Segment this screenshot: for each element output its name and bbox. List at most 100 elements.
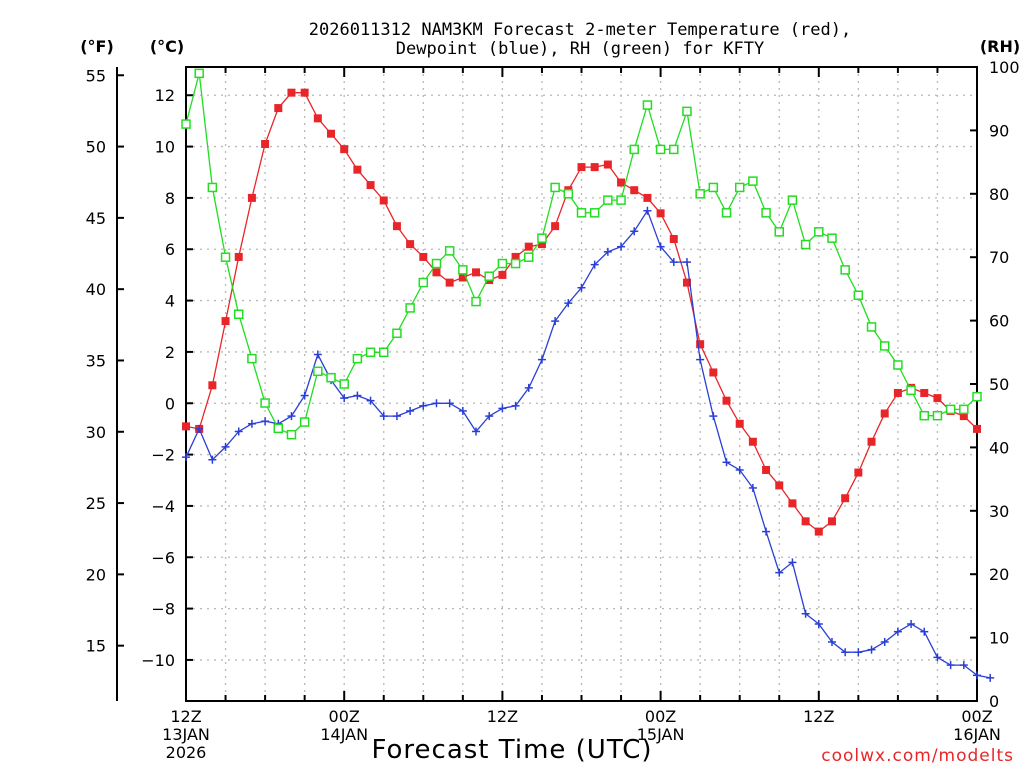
temperature-point [274, 104, 283, 113]
celsius-tick-label: −6 [151, 548, 175, 567]
dewpoint-point [722, 458, 731, 467]
temperature-point [959, 412, 968, 421]
temperature-point [472, 268, 481, 277]
dewpoint-point [392, 412, 401, 421]
temperature-point [788, 499, 797, 508]
temperature-point [867, 437, 876, 446]
rh-point [484, 271, 494, 281]
rh-point [365, 347, 376, 358]
temperature-point [643, 193, 652, 202]
rh-point [563, 189, 574, 199]
dewpoint-point [485, 412, 494, 421]
celsius-tick-label: 8 [165, 189, 175, 208]
rh-point [800, 239, 811, 250]
dewpoint-point [208, 455, 217, 464]
rh-point [247, 353, 257, 364]
temperature-point [432, 268, 441, 277]
temperature-point [577, 163, 586, 172]
temperature-point [406, 240, 415, 249]
dewpoint-point [511, 401, 520, 410]
temperature-point [682, 278, 691, 287]
rh-point [352, 353, 363, 364]
dewpoint-point [432, 399, 441, 408]
dewpoint-point [827, 637, 836, 646]
dewpoint-point [762, 527, 771, 536]
dewpoint-point [458, 406, 467, 415]
temperature-point [880, 409, 889, 418]
rh-tick-label: 100 [989, 58, 1020, 77]
rh-point [932, 410, 943, 421]
temperature-point [445, 278, 454, 287]
temperature-point [287, 88, 296, 97]
temperature-point [854, 468, 863, 477]
x-axis-label: Forecast Time (UTC) [371, 735, 652, 765]
temperature-point [419, 252, 428, 261]
rh-point [418, 277, 429, 288]
dewpoint-point [643, 206, 652, 215]
rh-point [444, 246, 455, 256]
rh-unit-label: (RH) [980, 37, 1020, 56]
celsius-tick-label: −10 [141, 651, 175, 670]
celsius-tick-label: 6 [165, 240, 175, 259]
dewpoint-point [590, 260, 599, 269]
fahrenheit-tick-label: 30 [86, 423, 106, 442]
rh-point [313, 366, 323, 377]
rh-point [379, 347, 389, 358]
temperature-point [551, 222, 560, 231]
temperature-point [696, 340, 705, 349]
rh-point [273, 423, 284, 434]
x-tick-label: 12Z [487, 707, 518, 726]
temperature-point [313, 114, 322, 123]
dewpoint-point [893, 627, 902, 636]
rh-point [682, 106, 692, 117]
dewpoint-point [353, 391, 362, 400]
rh-point [497, 258, 508, 269]
temperature-point [353, 165, 362, 174]
rh-point [906, 385, 916, 396]
rh-point [879, 341, 890, 351]
temperature-point [327, 129, 336, 138]
fahrenheit-tick-label: 45 [86, 209, 106, 228]
chart-title-line-1: 2026011312 NAM3KM Forecast 2-meter Tempe… [309, 20, 851, 40]
celsius-tick-label: −8 [151, 600, 175, 619]
rh-point [405, 303, 415, 313]
rh-point [181, 119, 191, 129]
celsius-unit-label: (°C) [150, 37, 184, 56]
rh-point [734, 182, 745, 193]
rh-point [326, 372, 336, 383]
dewpoint-point [340, 394, 349, 403]
x-tick-label: 12Z [170, 707, 201, 726]
rh-tick-label: 70 [989, 248, 1009, 267]
dewpoint-point [880, 637, 889, 646]
temperature-point [762, 465, 771, 474]
dewpoint-point [419, 401, 428, 410]
temperature-point [524, 242, 533, 251]
fahrenheit-unit-label: (°F) [80, 37, 114, 56]
dewpoint-point [603, 247, 612, 256]
dewpoint-point [287, 412, 296, 421]
celsius-tick-label: −4 [151, 497, 175, 516]
temperature-point [933, 394, 942, 403]
temperature-point [261, 140, 270, 149]
dewpoint-point [182, 453, 190, 462]
dewpoint-point [366, 396, 375, 405]
x-tick-label: 14JAN [320, 725, 368, 744]
x-tick-label: 00Z [961, 707, 992, 726]
temperature-point [511, 252, 520, 261]
dewpoint-point [379, 412, 388, 421]
rh-point [787, 195, 798, 205]
dewpoint-point [537, 355, 546, 364]
source-credit: coolwx.com/modelts [821, 746, 1014, 766]
dewpoint-point [854, 648, 863, 657]
rh-point [220, 252, 231, 262]
temperature-point [366, 181, 375, 190]
dewpoint-point [498, 404, 507, 413]
x-tick-label: 13JAN [162, 725, 210, 744]
rh-tick-label: 50 [989, 375, 1009, 394]
dewpoint-point [748, 483, 757, 492]
temperature-point [735, 419, 744, 428]
dewpoint-point [406, 406, 415, 415]
rh-tick-label: 40 [989, 438, 1009, 457]
temperature-point [748, 437, 757, 446]
